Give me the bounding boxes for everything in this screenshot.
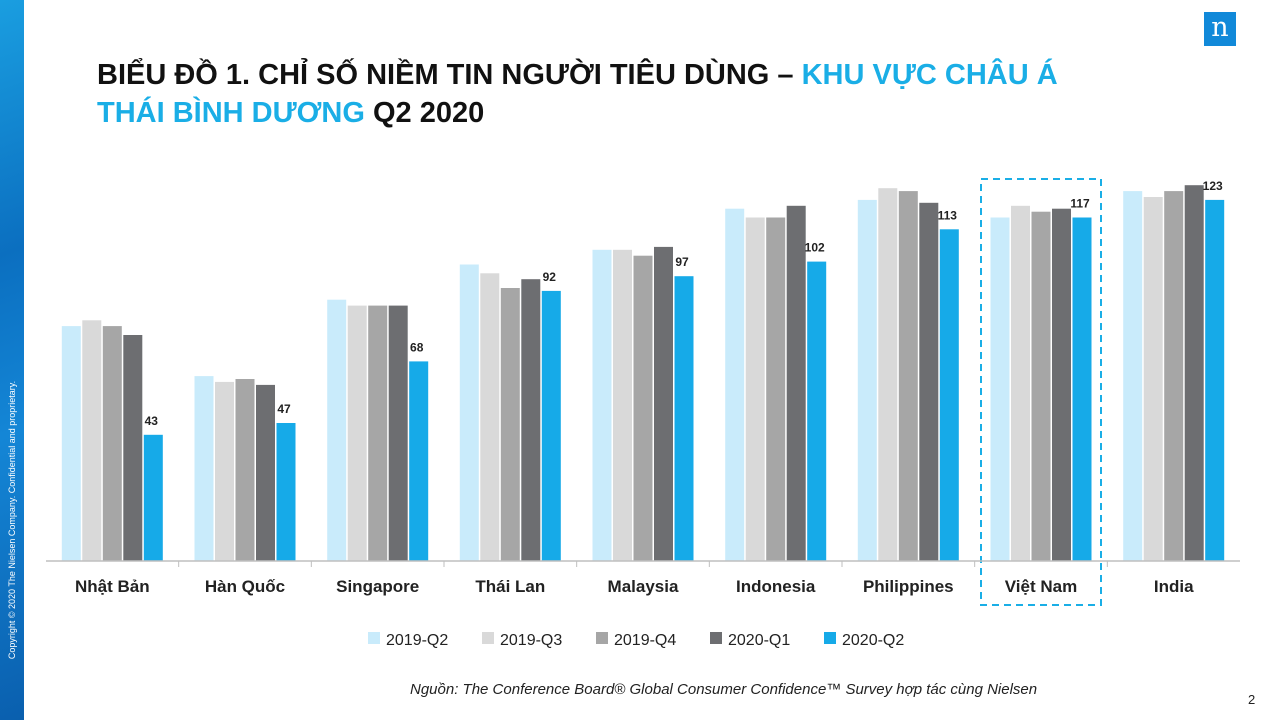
bar-2019-q4 bbox=[368, 305, 388, 561]
bar-2019-q3 bbox=[613, 249, 632, 562]
bar-2019-q2 bbox=[459, 264, 479, 561]
bar-2019-q4 bbox=[1031, 211, 1051, 561]
bar-2020-q2 bbox=[143, 434, 163, 561]
legend-swatch bbox=[482, 632, 494, 644]
bar-2020-q2 bbox=[1072, 217, 1092, 561]
x-tick-label: Nhật Bản bbox=[75, 577, 150, 596]
x-tick-label: India bbox=[1154, 577, 1194, 596]
bar-2019-q3 bbox=[1011, 205, 1030, 562]
bar-2019-q4 bbox=[235, 379, 255, 561]
data-label: 123 bbox=[1203, 179, 1223, 193]
x-tick-label: Malaysia bbox=[608, 577, 679, 596]
x-tick-label: Indonesia bbox=[736, 577, 816, 596]
bar-2020-q2 bbox=[1205, 199, 1225, 561]
data-label: 113 bbox=[938, 208, 958, 222]
bar-2020-q2 bbox=[276, 423, 296, 561]
bar-2020-q2 bbox=[939, 229, 959, 562]
bar-2019-q2 bbox=[1123, 191, 1143, 561]
page-number: 2 bbox=[1248, 692, 1256, 707]
bar-2019-q2 bbox=[592, 249, 612, 562]
legend-label: 2020-Q2 bbox=[842, 632, 904, 649]
bar-2019-q2 bbox=[990, 217, 1010, 561]
legend-swatch bbox=[710, 632, 722, 644]
bar-2020-q1 bbox=[919, 202, 939, 562]
bar-2019-q4 bbox=[766, 217, 786, 561]
bar-2019-q2 bbox=[857, 199, 877, 561]
x-tick-label: Thái Lan bbox=[475, 577, 545, 596]
x-tick-label: Hàn Quốc bbox=[205, 577, 285, 596]
highlight-box bbox=[980, 178, 1102, 606]
bar-2019-q3 bbox=[347, 305, 367, 561]
legend-swatch bbox=[368, 632, 380, 644]
bar-2019-q3 bbox=[480, 273, 500, 561]
bar-2020-q1 bbox=[123, 335, 143, 561]
x-tick-label: Singapore bbox=[336, 577, 419, 596]
bar-2019-q2 bbox=[327, 299, 347, 561]
legend-label: 2019-Q3 bbox=[500, 632, 562, 649]
bar-2020-q1 bbox=[1184, 185, 1204, 561]
bar-2020-q1 bbox=[1052, 208, 1071, 561]
bar-2020-q2 bbox=[409, 361, 429, 561]
x-tick-label: Việt Nam bbox=[1005, 577, 1077, 596]
title-part2: Q2 2020 bbox=[364, 97, 485, 129]
legend-label: 2019-Q4 bbox=[614, 632, 676, 649]
legend-swatch bbox=[596, 632, 608, 644]
x-tick-label: Philippines bbox=[863, 577, 954, 596]
title-highlight1: KHU VỰC CHÂU Á bbox=[801, 59, 1058, 91]
bar-2019-q3 bbox=[82, 320, 102, 561]
legend-label: 2020-Q1 bbox=[728, 632, 790, 649]
left-brand-strip: Copyright © 2020 The Nielsen Company. Co… bbox=[0, 0, 24, 720]
nielsen-logo: n bbox=[1204, 12, 1236, 46]
bar-2019-q3 bbox=[878, 188, 898, 561]
bar-2020-q1 bbox=[256, 384, 275, 561]
chart-title: BIỂU ĐỒ 1. CHỈ SỐ NIỀM TIN NGƯỜI TIÊU DÙ… bbox=[97, 56, 1197, 132]
bar-2020-q2 bbox=[807, 261, 827, 561]
legend-label: 2019-Q2 bbox=[386, 632, 448, 649]
data-label: 43 bbox=[145, 414, 159, 428]
bar-2019-q4 bbox=[898, 191, 918, 561]
data-label: 68 bbox=[410, 340, 424, 354]
bar-2019-q3 bbox=[215, 381, 234, 561]
legend-swatch bbox=[824, 632, 836, 644]
bar-2019-q3 bbox=[1143, 197, 1163, 561]
data-label: 102 bbox=[805, 241, 825, 255]
bar-2020-q1 bbox=[521, 279, 541, 561]
title-highlight2: THÁI BÌNH DƯƠNG bbox=[97, 97, 365, 129]
bar-2019-q2 bbox=[194, 376, 214, 561]
bar-2019-q4 bbox=[1164, 191, 1184, 561]
title-part1: BIỂU ĐỒ 1. CHỈ SỐ NIỀM TIN NGƯỜI TIÊU DÙ… bbox=[97, 59, 802, 91]
bar-2020-q1 bbox=[388, 305, 408, 561]
bar-2020-q1 bbox=[786, 205, 806, 562]
data-label: 117 bbox=[1070, 197, 1090, 211]
data-label: 92 bbox=[543, 270, 557, 284]
bar-2019-q4 bbox=[102, 326, 122, 561]
bar-2019-q4 bbox=[500, 288, 520, 561]
bar-2019-q4 bbox=[633, 255, 653, 561]
data-label: 97 bbox=[675, 255, 689, 269]
source-note: Nguồn: The Conference Board® Global Cons… bbox=[410, 681, 1038, 698]
bar-2019-q2 bbox=[725, 208, 745, 561]
bar-2019-q2 bbox=[61, 326, 81, 561]
data-label: 47 bbox=[277, 402, 291, 416]
bar-2020-q2 bbox=[674, 276, 694, 561]
bar-2020-q1 bbox=[654, 246, 673, 561]
bar-2019-q3 bbox=[745, 217, 765, 561]
bar-2020-q2 bbox=[541, 290, 561, 561]
